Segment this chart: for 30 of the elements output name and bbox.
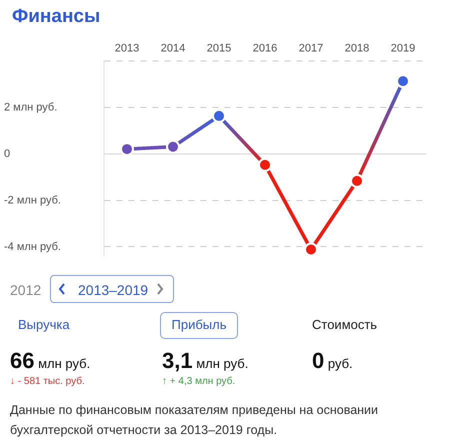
x-tick-label: 2019 <box>390 42 416 55</box>
text: Прибыль <box>170 317 228 332</box>
text: ↑ + 4,3 млн руб. <box>162 376 236 387</box>
y-tick-label: -2 млн руб. <box>4 194 61 206</box>
y-tick-label: -4 млн руб. <box>4 240 61 253</box>
point <box>350 174 364 188</box>
point <box>120 142 134 156</box>
x-tick-label: 2013 <box>114 42 140 55</box>
point <box>304 242 318 256</box>
text: Стоимость <box>312 317 378 332</box>
text: Данные по финансовым показателям приведены на основании бухгалтерской отчетности за 2013–2019 годы. <box>10 402 380 439</box>
x-tick-label: 2014 <box>160 42 186 55</box>
y-tick-label: 2 млн руб. <box>4 102 58 114</box>
text: 3,1 млн руб. <box>162 348 248 374</box>
point <box>166 140 180 154</box>
x-tick-label: 2017 <box>298 42 324 55</box>
text: 0 руб. <box>312 348 353 374</box>
text: 2013–2019 <box>78 282 148 298</box>
text: 2012 <box>10 282 42 298</box>
point <box>212 108 226 123</box>
text: ↓ - 581 тыс. руб. <box>10 376 85 387</box>
x-tick-label: 2016 <box>252 42 278 55</box>
point <box>258 158 272 172</box>
y-tick-label: 0 <box>4 148 10 160</box>
x-tick-label: 2018 <box>344 42 370 55</box>
text: 66 млн руб. <box>10 348 90 374</box>
chart-title: Финансы <box>12 6 100 28</box>
x-tick-label: 2015 <box>206 42 232 55</box>
text: Выручка <box>18 317 70 332</box>
point <box>396 74 410 88</box>
